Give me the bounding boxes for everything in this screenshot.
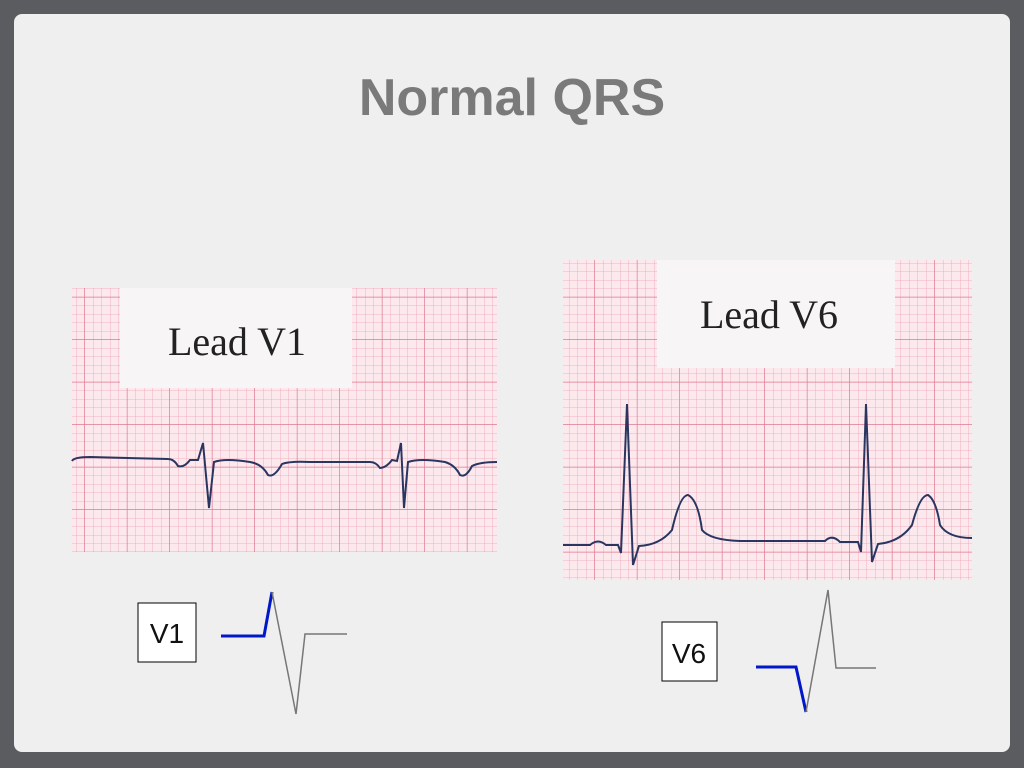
lead-label: Lead V1 — [168, 319, 306, 364]
lead-box-label: V6 — [672, 638, 706, 669]
lead-box — [137, 602, 197, 663]
lead-box — [661, 621, 718, 682]
qrs-schematic-onset — [221, 591, 274, 638]
qrs-schematic — [271, 591, 347, 715]
ecg-trace — [71, 442, 498, 509]
qrs-schematic-onset — [756, 665, 808, 713]
lead-box-label: V1 — [150, 618, 184, 649]
lead-label-box — [657, 260, 895, 368]
lead-label: Lead V6 — [700, 292, 838, 337]
lead-label-box — [120, 288, 352, 388]
qrs-schematic — [805, 589, 876, 713]
title: Normal QRS — [359, 69, 665, 127]
ecg-trace — [563, 403, 973, 566]
